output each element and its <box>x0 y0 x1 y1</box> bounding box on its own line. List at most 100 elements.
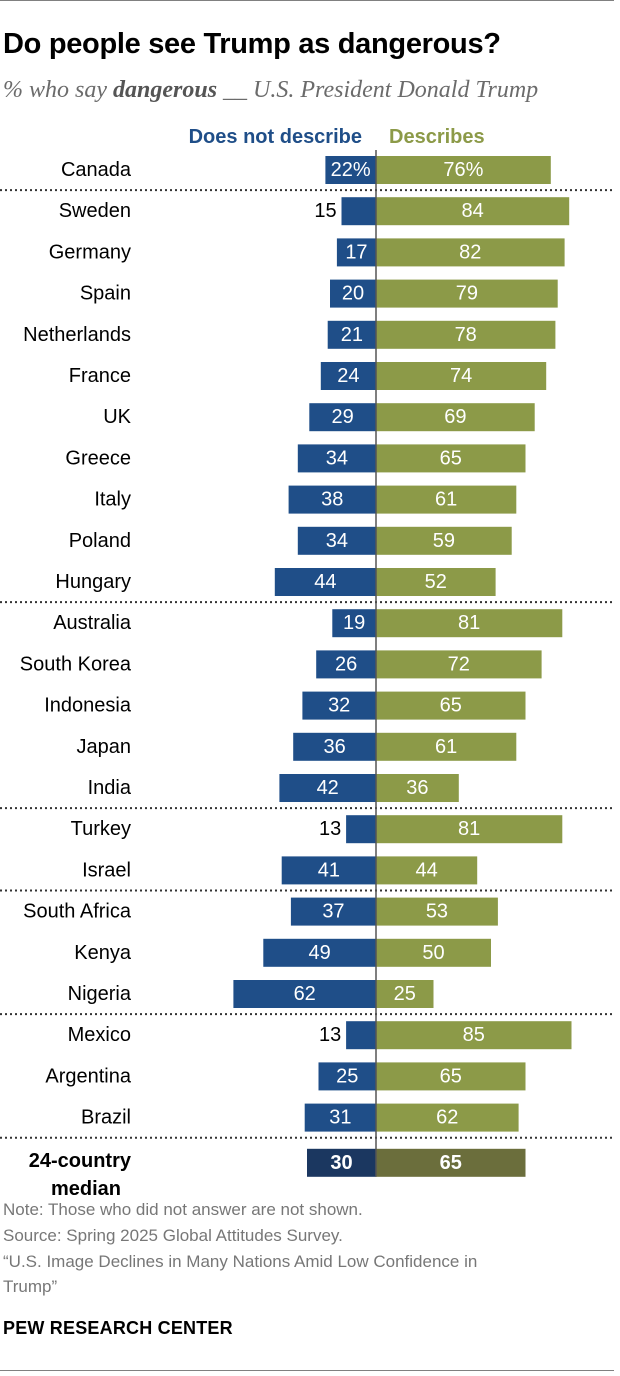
bar-describes <box>376 1062 526 1091</box>
bar-describes <box>376 403 535 432</box>
category-label: Poland <box>69 530 131 552</box>
bar-does-not-describe <box>325 156 376 184</box>
data-label-describes: 81 <box>458 612 480 634</box>
data-label-describes: 74 <box>450 365 472 387</box>
data-label-describes: 78 <box>455 324 477 346</box>
bar-does-not-describe <box>263 938 376 967</box>
bar-does-not-describe <box>309 403 376 432</box>
bar-describes <box>376 609 563 638</box>
bar-describes <box>376 938 491 967</box>
data-label-does-not-describe: 13 <box>319 818 341 840</box>
bar-describes <box>376 279 558 308</box>
data-label-describes: 61 <box>435 489 457 511</box>
data-label-does-not-describe: 20 <box>342 283 364 305</box>
bar-does-not-describe <box>327 320 376 349</box>
bar-does-not-describe <box>320 362 376 390</box>
category-label: Netherlands <box>23 324 131 346</box>
bar-describes <box>376 774 459 802</box>
data-label-describes: 53 <box>426 901 448 923</box>
bar-does-not-describe <box>274 568 376 596</box>
bar-does-not-describe <box>304 1103 376 1132</box>
category-label: Greece <box>65 447 131 469</box>
footer-report-title-line2: Trump” <box>3 1277 58 1296</box>
bar-does-not-describe <box>279 774 376 802</box>
bar-does-not-describe <box>341 197 376 226</box>
category-label: Japan <box>77 736 132 758</box>
subtitle-suffix: __ U.S. President Donald Trump <box>217 77 539 103</box>
bar-does-not-describe <box>346 1021 376 1050</box>
data-label-describes: 85 <box>463 1024 485 1046</box>
data-label-describes: 81 <box>458 818 480 840</box>
category-label: South Africa <box>23 901 132 923</box>
chart-subtitle: % who say dangerous __ U.S. President Do… <box>3 77 538 104</box>
category-label: South Korea <box>20 653 132 675</box>
bar-describes <box>376 650 542 679</box>
data-label-does-not-describe: 19 <box>343 612 365 634</box>
data-label-median-does-not-describe: 30 <box>330 1152 352 1174</box>
data-label-does-not-describe: 21 <box>341 324 363 346</box>
data-label-describes: 65 <box>440 447 462 469</box>
data-label-does-not-describe: 34 <box>326 447 348 469</box>
bar-does-not-describe <box>297 444 376 473</box>
legend-describes: Describes <box>389 126 485 148</box>
data-label-describes: 79 <box>456 283 478 305</box>
median-label-line1: 24-country <box>29 1150 132 1172</box>
bar-describes <box>376 980 434 1008</box>
bar-describes <box>376 897 498 926</box>
bar-describes <box>376 568 496 596</box>
data-label-does-not-describe: 31 <box>329 1107 351 1129</box>
bar-does-not-describe <box>332 609 376 638</box>
bar-describes <box>376 1103 519 1132</box>
bar-describes <box>376 362 547 390</box>
data-label-does-not-describe: 38 <box>321 489 343 511</box>
data-label-does-not-describe: 24 <box>337 365 359 387</box>
bar-does-not-describe <box>233 980 376 1008</box>
category-label: Israel <box>82 859 131 881</box>
chart-title: Do people see Trump as dangerous? <box>3 28 501 60</box>
category-label: Mexico <box>68 1024 131 1046</box>
category-label: Argentina <box>45 1065 131 1087</box>
data-label-describes: 52 <box>425 571 447 593</box>
bar-describes <box>376 815 563 844</box>
subtitle-prefix: % who say <box>3 77 113 103</box>
bar-describes <box>376 156 551 184</box>
data-label-describes: 82 <box>459 241 481 263</box>
category-label: Sweden <box>59 200 131 222</box>
data-label-does-not-describe: 34 <box>326 530 348 552</box>
data-label-describes: 72 <box>448 653 470 675</box>
median-label-line2: median <box>51 1178 121 1200</box>
data-label-does-not-describe: 44 <box>314 571 336 593</box>
data-label-does-not-describe: 29 <box>332 406 354 428</box>
category-label: Germany <box>49 241 131 263</box>
footer-source: Source: Spring 2025 Global Attitudes Sur… <box>3 1226 343 1245</box>
data-label-describes: 62 <box>436 1107 458 1129</box>
bar-describes <box>376 856 478 885</box>
category-label: Nigeria <box>68 983 132 1005</box>
data-label-median-describes: 65 <box>440 1152 462 1174</box>
bar-does-not-describe <box>281 856 376 885</box>
bar-does-not-describe <box>290 897 376 926</box>
category-label: Spain <box>80 283 131 305</box>
data-label-describes: 59 <box>433 530 455 552</box>
bar-does-not-describe <box>297 526 376 555</box>
bar-describes <box>376 485 517 514</box>
bar-median-describes <box>376 1148 526 1177</box>
data-label-does-not-describe: 37 <box>322 901 344 923</box>
data-label-does-not-describe: 13 <box>319 1024 341 1046</box>
data-label-describes: 84 <box>461 200 483 222</box>
data-label-does-not-describe: 25 <box>336 1065 358 1087</box>
data-label-does-not-describe: 42 <box>317 777 339 799</box>
bar-does-not-describe <box>316 650 376 679</box>
subtitle-emphasis: dangerous <box>113 77 218 103</box>
data-label-describes: 61 <box>435 736 457 758</box>
footer-note: Note: Those who did not answer are not s… <box>3 1200 363 1219</box>
bar-does-not-describe <box>293 732 376 761</box>
category-label: Kenya <box>74 942 132 964</box>
legend-does-not-describe: Does not describe <box>189 126 362 148</box>
data-label-describes: 36 <box>406 777 428 799</box>
bar-does-not-describe <box>318 1062 376 1091</box>
diverging-bar-chart: Does not describe Describes Canada 22% 76% Sw… <box>0 126 612 1200</box>
data-label-describes: 69 <box>444 406 466 428</box>
data-label-does-not-describe: 15 <box>314 200 336 222</box>
data-label-describes: 65 <box>440 1065 462 1087</box>
